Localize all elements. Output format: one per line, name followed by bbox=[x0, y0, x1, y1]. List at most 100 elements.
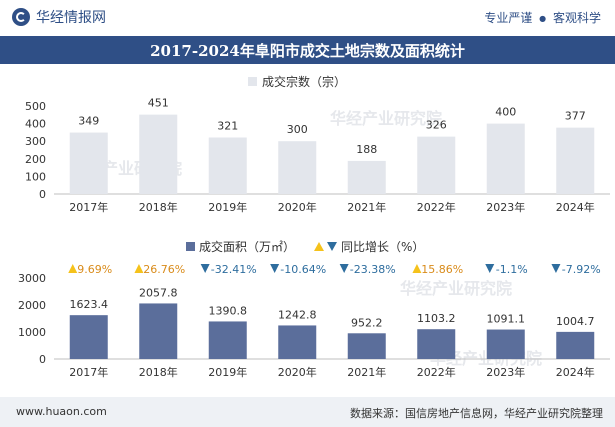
y-tick-label: 500 bbox=[25, 100, 46, 113]
growth-up-icon bbox=[68, 264, 78, 273]
growth-down-icon bbox=[270, 264, 280, 273]
y-tick-label: 300 bbox=[25, 135, 46, 148]
bar-area bbox=[278, 325, 317, 359]
legend-label-growth: 同比增长（%） bbox=[341, 240, 424, 254]
data-label-area: 1103.2 bbox=[417, 312, 456, 325]
data-label-count: 400 bbox=[495, 106, 516, 119]
x-tick-label: 2022年 bbox=[417, 365, 456, 379]
data-label-area: 1004.7 bbox=[556, 315, 595, 328]
data-label-count: 188 bbox=[356, 143, 377, 156]
x-tick-label: 2018年 bbox=[139, 365, 178, 379]
bar-area bbox=[69, 315, 108, 359]
bar-count bbox=[278, 141, 317, 194]
bar-count bbox=[417, 136, 456, 194]
bar-count bbox=[347, 160, 386, 194]
header-bar: 华经情报网 专业严谨 ● 客观科学 bbox=[0, 0, 615, 36]
growth-down-icon bbox=[485, 264, 495, 273]
data-label-area: 1623.4 bbox=[70, 298, 109, 311]
y-tick-label: 400 bbox=[25, 118, 46, 131]
bar-area bbox=[486, 329, 525, 359]
bar-count bbox=[208, 137, 247, 194]
footer: www.huaon.com 数据来源：国信房地产信息网，华经产业研究院整理 bbox=[0, 397, 615, 427]
data-label-count: 349 bbox=[78, 115, 99, 128]
growth-down-icon bbox=[339, 264, 349, 273]
y-tick-label: 0 bbox=[39, 188, 46, 201]
legend-swatch-area bbox=[186, 242, 195, 251]
bar-area bbox=[556, 331, 595, 359]
y-tick-label: 3000 bbox=[18, 272, 46, 285]
bar-area bbox=[208, 321, 247, 359]
bar-count bbox=[556, 127, 595, 194]
growth-label: -1.1% bbox=[496, 263, 528, 276]
x-tick-label: 2019年 bbox=[208, 365, 247, 379]
legend-label-area: 成交面积（万㎡） bbox=[199, 239, 295, 254]
count-chart: 成交宗数（宗） 0 100 200 300 400 500 349 2017年 451 2018年 3… bbox=[25, 74, 610, 214]
growth-down-icon bbox=[200, 264, 210, 273]
bar-count bbox=[486, 123, 525, 194]
x-tick-label: 2020年 bbox=[278, 200, 317, 214]
growth-up-icon bbox=[134, 264, 144, 273]
brand: 华经情报网 bbox=[12, 7, 106, 27]
slogan-left: 专业严谨 bbox=[484, 11, 533, 25]
area-chart: 成交面积（万㎡） 同比增长（%） 0 1000 2000 3000 1623.4 2017年 9… bbox=[18, 239, 610, 379]
y-tick-label: 100 bbox=[25, 170, 46, 183]
x-tick-label: 2021年 bbox=[347, 365, 386, 379]
slogan-separator: ● bbox=[539, 14, 547, 23]
data-label-area: 952.2 bbox=[351, 316, 383, 329]
growth-down-icon bbox=[551, 264, 561, 273]
data-label-count: 377 bbox=[565, 110, 586, 123]
x-tick-label: 2022年 bbox=[417, 200, 456, 214]
growth-label: -10.64% bbox=[280, 263, 326, 276]
data-label-area: 2057.8 bbox=[139, 286, 178, 299]
x-tick-label: 2023年 bbox=[486, 365, 525, 379]
slogan-right: 客观科学 bbox=[552, 11, 601, 25]
growth-up-icon bbox=[412, 264, 422, 273]
x-tick-label: 2024年 bbox=[556, 365, 595, 379]
growth-label: -7.92% bbox=[562, 263, 601, 276]
footer-source: 数据来源：国信房地产信息网，华经产业研究院整理 bbox=[350, 407, 603, 420]
bar-area bbox=[347, 333, 386, 359]
legend-label-count: 成交宗数（宗） bbox=[262, 74, 346, 89]
brand-name: 华经情报网 bbox=[36, 10, 106, 26]
x-tick-label: 2019年 bbox=[208, 200, 247, 214]
growth-label: 15.86% bbox=[421, 263, 463, 276]
x-tick-label: 2020年 bbox=[278, 365, 317, 379]
growth-label: 9.69% bbox=[77, 263, 112, 276]
x-tick-label: 2017年 bbox=[69, 200, 108, 214]
data-label-count: 300 bbox=[287, 123, 308, 136]
y-tick-label: 2000 bbox=[18, 299, 46, 312]
growth-label: -32.41% bbox=[211, 263, 257, 276]
data-label-area: 1091.1 bbox=[487, 313, 526, 326]
x-tick-label: 2023年 bbox=[486, 200, 525, 214]
y-tick-label: 1000 bbox=[18, 326, 46, 339]
bar-count bbox=[69, 132, 108, 194]
data-label-count: 321 bbox=[217, 120, 238, 133]
x-tick-label: 2018年 bbox=[139, 200, 178, 214]
growth-label: -23.38% bbox=[350, 263, 396, 276]
data-label-count: 451 bbox=[148, 97, 169, 110]
watermark-text: 华经产业研究院 bbox=[330, 109, 442, 128]
data-label-area: 1242.8 bbox=[278, 308, 317, 321]
bar-area bbox=[417, 329, 456, 359]
x-tick-label: 2017年 bbox=[69, 365, 108, 379]
x-tick-label: 2021年 bbox=[347, 200, 386, 214]
data-label-count: 326 bbox=[426, 119, 447, 132]
data-label-area: 1390.8 bbox=[209, 304, 248, 317]
watermark-text: 华经产业研究院 bbox=[400, 279, 512, 298]
x-tick-label: 2024年 bbox=[556, 200, 595, 214]
bar-count bbox=[139, 114, 178, 194]
legend-up-icon bbox=[314, 242, 324, 251]
title-bar: 2017-2024年阜阳市成交土地宗数及面积统计 bbox=[0, 36, 615, 64]
bar-area bbox=[139, 303, 178, 359]
chart-title: 2017-2024年阜阳市成交土地宗数及面积统计 bbox=[150, 42, 465, 60]
growth-label: 26.76% bbox=[143, 263, 185, 276]
footer-website: www.huaon.com bbox=[16, 405, 107, 418]
y-tick-label: 0 bbox=[39, 353, 46, 366]
legend-swatch-count bbox=[248, 77, 257, 86]
y-tick-label: 200 bbox=[25, 153, 46, 166]
brand-logo-icon bbox=[12, 8, 30, 26]
slogan: 专业严谨 ● 客观科学 bbox=[484, 9, 601, 26]
legend-down-icon bbox=[327, 242, 337, 251]
